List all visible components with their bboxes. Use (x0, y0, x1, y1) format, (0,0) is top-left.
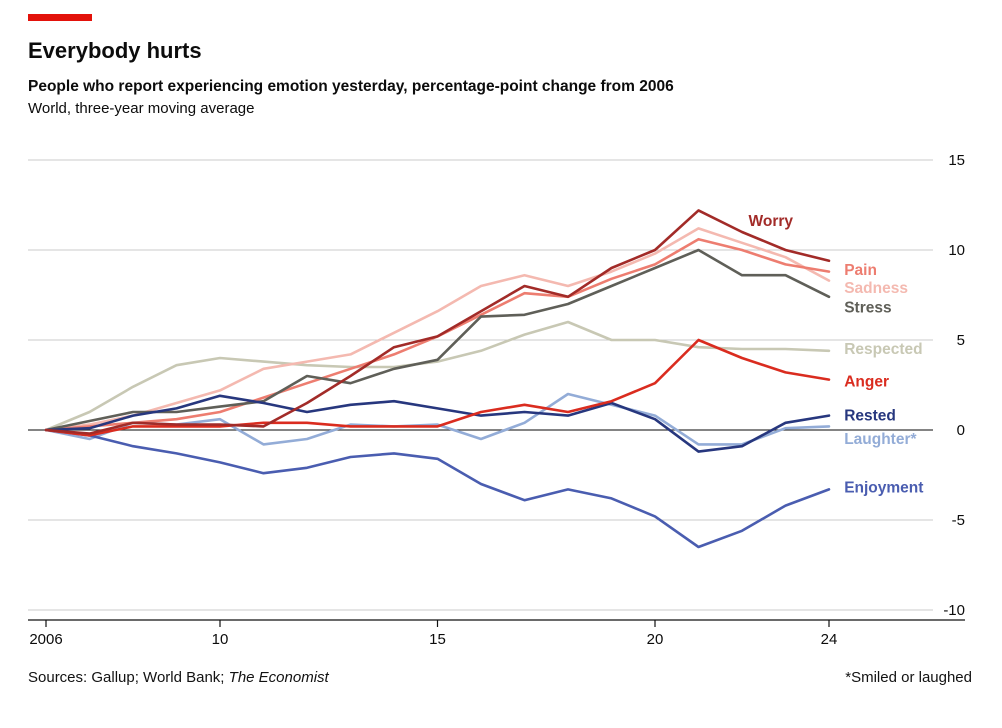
x-tick-label: 10 (212, 631, 229, 648)
accent-bar (28, 14, 92, 21)
chart-subtitle: People who report experiencing emotion y… (28, 78, 674, 96)
series-line-anger (44, 339, 831, 438)
y-tick-label: 5 (957, 332, 965, 349)
y-tick-label: 10 (948, 242, 965, 259)
series-label-sadness: Sadness (844, 280, 908, 297)
series-line-stress (44, 249, 831, 432)
x-tick-label: 15 (429, 631, 446, 648)
footer: Sources: Gallup; World Bank; The Economi… (28, 669, 972, 686)
footnote: *Smiled or laughed (845, 669, 972, 687)
y-tick-label: 15 (948, 152, 965, 169)
y-tick-label: -5 (952, 512, 965, 529)
sources-text: Sources: Gallup; World Bank; The Economi… (28, 669, 329, 686)
chart-area: 15 10 5 0 -5 -10 2006 10 15 20 24 Respected Sadness P… (28, 144, 972, 661)
series-label-pain: Pain (844, 262, 877, 279)
y-tick-label: -10 (943, 602, 965, 619)
series-label-respected: Respected (844, 341, 922, 358)
series-label-anger: Anger (844, 374, 889, 391)
series-line-pain (44, 238, 831, 432)
sources-economist: The Economist (228, 669, 329, 687)
y-tick-label: 0 (957, 422, 965, 439)
series-line-respected (44, 321, 831, 432)
series-label-enjoyment: Enjoyment (844, 480, 923, 497)
series-label-laughter: Laughter* (844, 431, 917, 448)
sources-prefix: Sources: Gallup; World Bank; (28, 669, 229, 687)
line-chart-svg: 15 10 5 0 -5 -10 2006 10 15 20 24 Respected SadnessP… (28, 152, 965, 648)
x-tick-label: 24 (821, 631, 838, 648)
series-line-rested (44, 394, 831, 454)
x-tick-label: 2006 (29, 631, 62, 648)
series-label-worry: Worry (749, 214, 794, 231)
chart-note: World, three-year moving average (28, 99, 255, 117)
series-label-stress: Stress (844, 300, 891, 317)
series-line-worry (44, 209, 831, 436)
series-line-sadness (44, 227, 831, 432)
series-label-rested: Rested (844, 408, 896, 425)
series-line-enjoyment (44, 429, 831, 549)
x-tick-label: 20 (647, 631, 664, 648)
chart-title: Everybody hurts (28, 38, 202, 63)
